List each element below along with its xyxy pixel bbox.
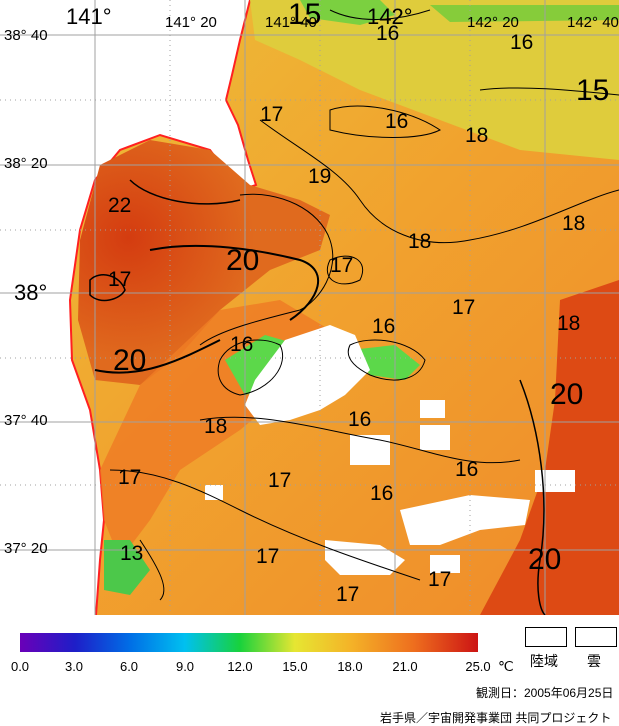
lat-label-38-20: 38° 20 [4,155,48,172]
cloud-legend-label: 雲 [587,653,601,669]
contour-label: 17 [336,583,360,606]
contour-label: 16 [376,22,400,45]
lon-label-141-40: 141° 40 [265,14,317,31]
contour-label: 16 [370,482,394,505]
contour-label: 18 [562,212,586,235]
lat-label-37-20: 37° 20 [4,540,48,557]
cloud-swatch [575,627,617,647]
cool-water-north [250,0,619,160]
scale-tick: 25.0 [465,659,491,674]
contour-label: 16 [230,333,254,356]
lat-label-37-40: 37° 40 [4,412,48,429]
land-swatch [525,627,567,647]
lon-label-141: 141° [66,4,112,29]
contour-label: 19 [308,165,332,188]
lon-label-142-20: 142° 20 [467,14,519,31]
contour-label: 15 [576,74,610,107]
contour-label: 16 [372,315,396,338]
contour-label: 16 [348,408,372,431]
land-area [0,0,256,615]
contour-label: 20 [528,543,562,576]
credit-line: 岩手県／宇宙開発事業団 共同プロジェクト [380,711,612,725]
land-legend-label: 陸域 [530,653,558,669]
contour-label: 17 [108,268,132,291]
scale-unit: ℃ [498,658,514,674]
scale-tick: 0.0 [10,659,30,674]
scale-tick: 9.0 [175,659,195,674]
scale-tick: 12.0 [227,659,253,674]
contour-label: 18 [557,312,581,335]
warm-water-region [78,140,330,385]
lon-label-141-20: 141° 20 [165,14,217,31]
contour-label: 22 [108,194,132,217]
contour-label: 20 [113,344,147,377]
lon-label-142-40: 142° 40 [567,14,619,31]
scale-tick: 3.0 [64,659,84,674]
contour-label: 18 [465,124,489,147]
cloud-cover [205,325,575,575]
contour-label: 17 [428,568,452,591]
cold-patch-north [300,0,395,25]
contour-label: 16 [455,458,479,481]
contour-label: 16 [510,31,534,54]
isotherms [89,9,619,615]
cold-patch-northeast [430,5,619,22]
scale-tick: 15.0 [282,659,308,674]
contour-label: 17 [268,469,292,492]
lat-label-38: 38° [14,280,48,305]
coastline [68,0,258,615]
contour-label: 17 [260,103,284,126]
contour-label: 20 [550,378,584,411]
warm-water-east [480,280,619,615]
observation-date: 観測日：2005年06月25日 [476,686,614,700]
contour-label: 20 [226,244,260,277]
lon-label-142: 142° [367,4,413,29]
contour-label: 13 [120,542,144,565]
contour-label: 15 [288,0,322,31]
scale-tick: 6.0 [119,659,139,674]
cold-patch-south [104,540,150,595]
scale-tick: 21.0 [392,659,418,674]
contour-label: 17 [330,254,354,277]
contour-label: 17 [256,545,280,568]
contour-label: 16 [385,110,409,133]
contour-label: 18 [204,415,228,438]
scale-tick: 18.0 [337,659,363,674]
contour-label: 18 [408,230,432,253]
temperature-color-scale [20,633,478,652]
lat-label-38-40: 38° 40 [4,27,48,44]
contour-label: 17 [118,466,142,489]
sst-map [0,0,619,615]
contour-label: 17 [452,296,476,319]
